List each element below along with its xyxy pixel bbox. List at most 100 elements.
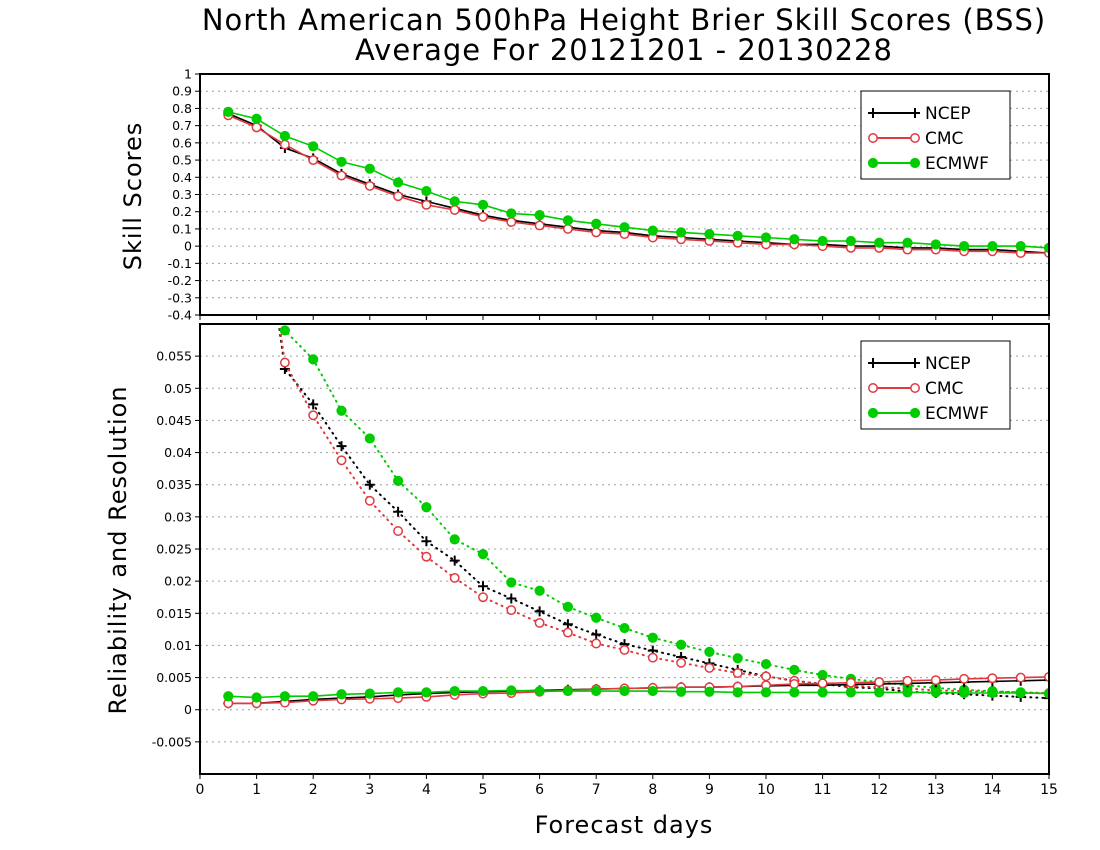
series-ecmwf-point xyxy=(845,235,857,247)
resolution-ecmwf-point xyxy=(252,159,261,168)
resolution-ecmwf-point xyxy=(676,639,687,650)
x-tick-label: 6 xyxy=(535,782,544,798)
series-ecmwf-point xyxy=(421,185,432,197)
reliability-ecmwf-point xyxy=(732,687,743,698)
resolution-ecmwf-point xyxy=(477,549,489,560)
series-ecmwf-point xyxy=(336,156,347,167)
resolution-ncep-point xyxy=(478,581,488,592)
resolution-ecmwf-point xyxy=(336,405,347,416)
legend-ncep-label: NCEP xyxy=(925,104,971,124)
y-tick-label: 0.04 xyxy=(164,445,192,460)
legend-ncep-label: NCEP xyxy=(925,354,971,374)
reliability-ecmwf-point xyxy=(704,686,715,697)
reliability-ecmwf-point xyxy=(902,687,913,698)
y-tick-label: 0.055 xyxy=(156,349,192,364)
series-cmc-point xyxy=(449,205,460,215)
resolution-ecmwf-point xyxy=(732,653,743,664)
series-cmc-point xyxy=(279,139,290,150)
x-tick-label: 0 xyxy=(196,782,205,798)
x-tick-label: 8 xyxy=(648,782,657,798)
reliability-ecmwf-point xyxy=(959,687,970,699)
resolution-cmc-point xyxy=(252,159,260,167)
series-cmc-point xyxy=(562,223,573,234)
series-ecmwf-point xyxy=(534,210,545,221)
legend-cmc-marker xyxy=(868,133,878,143)
resolution-ecmwf-point xyxy=(817,669,828,681)
series-cmc-point xyxy=(591,227,602,238)
resolution-ecmwf-point xyxy=(449,534,460,545)
resolution-ecmwf-point xyxy=(789,664,800,675)
y-tick-label: 0.035 xyxy=(156,477,192,492)
resolution-ecmwf-point xyxy=(562,601,574,612)
reliability-ecmwf-point xyxy=(251,692,262,703)
series-cmc-point xyxy=(421,199,432,210)
reliability-ecmwf-point xyxy=(930,687,941,698)
resolution-cmc-point xyxy=(506,605,517,616)
resolution-ncep-point xyxy=(421,536,432,547)
legend-cmc-marker xyxy=(868,383,878,393)
resolution-ncep-point xyxy=(308,399,319,410)
series-ecmwf-point xyxy=(902,237,913,248)
series-ecmwf-point xyxy=(449,196,460,207)
series-ecmwf-point xyxy=(506,208,517,219)
legend-cmc-marker xyxy=(910,133,920,143)
reliability-ecmwf-point xyxy=(477,685,489,697)
y-tick-label: 0 xyxy=(184,239,192,254)
reliability-ecmwf-point xyxy=(1043,688,1049,699)
reliability-cmc-point xyxy=(930,675,941,686)
reliability-ecmwf-point xyxy=(987,687,998,699)
legend: NCEP CMC ECMWF xyxy=(860,340,1011,430)
x-tick-label: 7 xyxy=(592,782,601,798)
y-tick-label: 0.045 xyxy=(156,413,192,428)
x-tick-label: 1 xyxy=(252,782,261,798)
resolution-ecmwf-point xyxy=(279,325,290,336)
resolution-cmc-point xyxy=(336,455,347,466)
legend-cmc-marker xyxy=(910,383,920,393)
reliability-ecmwf-point xyxy=(874,687,885,698)
series-ecmwf-point xyxy=(874,237,885,248)
series-ecmwf-point xyxy=(959,241,970,252)
legend-ecmwf-marker xyxy=(867,157,879,169)
resolution-ecmwf-point xyxy=(308,354,319,365)
reliability-ecmwf-point xyxy=(676,686,687,697)
legend-ecmwf-label: ECMWF xyxy=(925,404,989,424)
y-tick-label: -0.3 xyxy=(168,290,192,305)
series-ecmwf-point xyxy=(223,106,234,117)
resolution-ncep-point xyxy=(1044,693,1049,704)
resolution-ncep-point xyxy=(591,629,602,640)
x-axis-label: Forecast days xyxy=(535,811,714,839)
legend-ecmwf-marker xyxy=(909,157,921,169)
y-tick-label: 0.4 xyxy=(172,170,192,185)
y-tick-label: 0.8 xyxy=(172,101,192,116)
series-ecmwf-point xyxy=(1043,242,1049,253)
series-ecmwf-point xyxy=(251,113,262,124)
series-ecmwf-point xyxy=(477,199,489,210)
resolution-cmc-point xyxy=(421,551,432,562)
reliability-ecmwf-point xyxy=(421,687,432,698)
reliability-cmc-point xyxy=(1044,671,1049,682)
resolution-cmc-line xyxy=(278,324,1049,694)
bottom-y-axis-label: Reliability and Resolution xyxy=(104,385,132,714)
x-tick-label: 9 xyxy=(705,782,714,798)
resolution-ecmwf-point xyxy=(506,577,517,588)
reliability-ecmwf-point xyxy=(817,687,828,698)
x-tick-label: 10 xyxy=(757,782,775,798)
legend-ecmwf-label: ECMWF xyxy=(925,154,989,174)
y-tick-label: 0.005 xyxy=(156,670,192,685)
series-ecmwf-point xyxy=(760,232,772,243)
plot-area xyxy=(223,159,1049,709)
top-y-axis-label: Skill Scores xyxy=(119,122,147,271)
series-cmc-point xyxy=(478,211,488,222)
resolution-ncep-point xyxy=(393,506,404,517)
reliability-ecmwf-point xyxy=(845,687,857,698)
y-tick-label: 0.2 xyxy=(172,204,192,219)
resolution-cmc-point xyxy=(279,357,290,368)
reliability-ecmwf-point xyxy=(789,687,800,698)
resolution-ecmwf-point xyxy=(591,612,602,623)
resolution-cmc-point xyxy=(676,657,687,668)
resolution-cmc-point xyxy=(619,644,630,655)
resolution-ncep-point xyxy=(336,441,347,452)
resolution-cmc-point xyxy=(534,617,545,628)
series-ecmwf-point xyxy=(308,141,319,152)
reliability-ecmwf-point xyxy=(364,688,375,699)
